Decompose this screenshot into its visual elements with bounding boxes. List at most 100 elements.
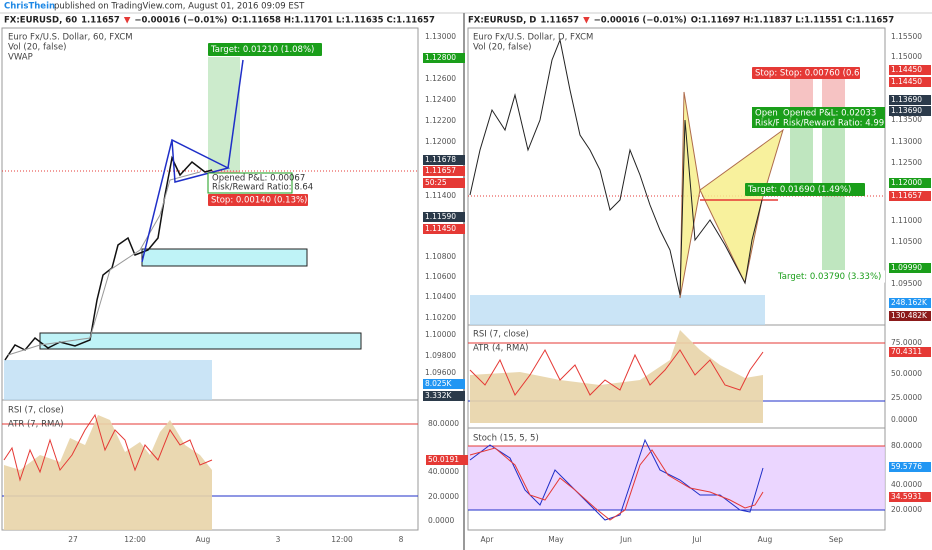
axis-label: 75.0000: [891, 338, 922, 347]
stop-box-text: Stop: 0.00140 (0.13%): [211, 196, 307, 206]
price-tag: [889, 492, 931, 502]
axis-label: 3.332K: [425, 391, 452, 400]
axis-label: 1.14450: [891, 77, 922, 86]
axis-label: 40.0000: [428, 467, 459, 476]
price-tag: [423, 391, 465, 401]
stop-box: [208, 194, 308, 206]
price-tag: [889, 462, 931, 472]
symbol-info: −0.00016 (−0.01%): [134, 16, 227, 26]
price-tag: [889, 347, 931, 357]
price-tag: [889, 191, 931, 201]
axis-label: 50.0191: [428, 455, 459, 464]
stop-box: [752, 67, 860, 79]
axis-label: 1.11657: [891, 191, 922, 200]
axis-label: 1.10500: [891, 237, 922, 246]
axis-label: 20.0000: [891, 505, 922, 514]
symbol-info: ▼: [583, 16, 590, 26]
price-tag: [889, 298, 931, 308]
price-tag: [889, 95, 931, 105]
pnl-text: Open: [755, 109, 778, 119]
axis-label: 1.09800: [425, 351, 456, 360]
price-tag: [423, 166, 465, 176]
time-label: 12:00: [331, 535, 353, 544]
axis-label: 248.162K: [891, 298, 928, 307]
price-tag: [426, 455, 468, 465]
stop-box-text: Stop: Stop: 0.00760 (0.67%): [755, 69, 876, 79]
axis-label: 1.10400: [425, 292, 456, 301]
ratio-text: Risk/Reward Ratio: 8.64: [212, 183, 313, 193]
axis-label: 1.11678: [425, 155, 456, 164]
time-label: 3: [276, 535, 281, 544]
price-tag: [889, 311, 931, 321]
axis-label: 50:25: [425, 178, 447, 187]
price-tag: [423, 224, 465, 234]
ratio-text: Risk/R: [755, 119, 781, 129]
axis-label: 1.11000: [891, 216, 922, 225]
price-tag: [423, 53, 465, 63]
axis-label: 70.4311: [891, 347, 922, 356]
axis-label: 1.12000: [891, 178, 922, 187]
price-tag: [889, 178, 931, 188]
pnl-box: [752, 107, 782, 128]
symbol-info: ▼: [124, 16, 131, 26]
time-label: Jul: [691, 535, 701, 544]
price-tag: [423, 155, 465, 165]
indicator-legend: Stoch (15, 5, 5): [473, 434, 539, 444]
indicator-legend: ATR (7, RMA): [8, 420, 63, 430]
axis-label: 20.0000: [428, 492, 459, 501]
axis-label: 1.11400: [425, 191, 456, 200]
axis-label: 59.5776: [891, 462, 922, 471]
author[interactable]: ChrisThein: [4, 2, 55, 12]
price-tag: [423, 379, 465, 389]
axis-label: 1.12400: [425, 95, 456, 104]
axis-label: 8.025K: [425, 379, 452, 388]
indicator-legend: RSI (7, close): [473, 330, 529, 340]
indicator-legend: Euro Fx/U.S. Dollar, 60, FXCM: [8, 33, 133, 43]
indicator-legend: Vol (20, false): [8, 43, 67, 53]
axis-label: 25.0000: [891, 393, 922, 402]
axis-label: 1.12200: [425, 116, 456, 125]
axis-label: 1.09500: [891, 279, 922, 288]
axis-label: 1.12800: [425, 53, 456, 62]
time-label: Aug: [196, 535, 211, 544]
price-tag: [423, 212, 465, 222]
axis-label: 1.11450: [425, 224, 456, 233]
axis-label: 1.14450: [891, 65, 922, 74]
price-tag: [889, 65, 931, 75]
time-label: 8: [399, 535, 404, 544]
axis-label: 34.5931: [891, 492, 922, 501]
axis-label: 1.09990: [891, 263, 922, 272]
time-label: Apr: [481, 535, 495, 544]
publish-info: published on TradingView.com, August 01,…: [54, 2, 305, 12]
time-label: Sep: [829, 535, 843, 544]
axis-label: 1.11590: [425, 212, 456, 221]
symbol-info: FX:EURUSD, 60: [4, 16, 77, 26]
axis-label: 1.12600: [425, 74, 456, 83]
indicator-legend: VWAP: [8, 53, 33, 63]
axis-label: 1.13690: [891, 95, 922, 104]
axis-label: 0.0000: [891, 415, 917, 424]
axis-label: 1.10200: [425, 313, 456, 322]
target-box: [208, 43, 322, 56]
time-label: 27: [68, 535, 78, 544]
right-drawing: [468, 38, 885, 521]
symbol-info: O:1.11697 H:1.11837 L:1.11551 C:1.11657: [691, 16, 894, 26]
symbol-info: O:1.11658 H:1.11701 L:1.11635 C:1.11657: [232, 16, 435, 26]
time-label: Jun: [619, 535, 632, 544]
time-label: Aug: [758, 535, 773, 544]
axis-label: 50.0000: [891, 369, 922, 378]
axis-label: 1.10800: [425, 252, 456, 261]
symbol-info: FX:EURUSD, D: [468, 16, 536, 26]
left-drawing: [2, 57, 418, 530]
axis-label: 1.10600: [425, 272, 456, 281]
pnl-text: Opened P&L: 0.02033: [783, 109, 876, 119]
price-tag: [889, 77, 931, 87]
pnl-box: [779, 107, 885, 128]
pnl-text: Opened P&L: 0.00067: [212, 174, 305, 184]
axis-label: 1.15000: [891, 52, 922, 61]
indicator-legend: Vol (20, false): [473, 43, 532, 53]
indicator-legend: ATR (4, RMA): [473, 344, 528, 354]
axis-label: 1.13500: [891, 115, 922, 124]
ratio-text: Risk/Reward Ratio: 4.99: [783, 119, 884, 129]
